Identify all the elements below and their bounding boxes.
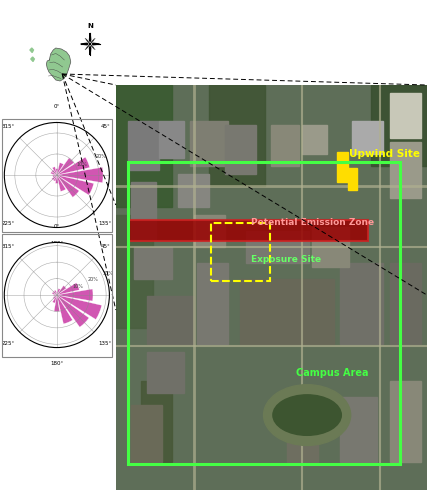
Polygon shape	[46, 48, 71, 81]
Bar	[53, 291, 57, 295]
Bar	[57, 175, 79, 197]
Bar	[287, 413, 318, 462]
Bar	[57, 288, 60, 295]
Bar	[51, 172, 57, 175]
Bar	[390, 380, 420, 462]
Polygon shape	[85, 44, 90, 50]
Bar	[340, 397, 377, 462]
Bar	[57, 286, 66, 295]
Bar	[390, 93, 420, 138]
Bar	[53, 295, 57, 299]
Bar	[57, 289, 93, 301]
Bar	[240, 280, 334, 344]
Bar	[141, 380, 172, 462]
Polygon shape	[90, 44, 91, 55]
Text: Campus Area: Campus Area	[296, 368, 369, 378]
Bar	[57, 283, 79, 295]
Bar	[54, 290, 57, 295]
Bar	[52, 167, 57, 175]
Bar	[246, 231, 309, 263]
Bar	[312, 226, 349, 267]
Bar	[340, 263, 384, 344]
Bar	[196, 263, 228, 344]
Bar	[190, 122, 228, 166]
Bar	[57, 168, 103, 182]
Bar	[209, 85, 265, 186]
Bar	[131, 405, 163, 462]
Bar	[57, 295, 102, 320]
Polygon shape	[30, 48, 33, 52]
Bar	[57, 158, 74, 175]
Polygon shape	[85, 38, 90, 44]
Text: N: N	[87, 23, 93, 29]
Bar	[371, 85, 427, 166]
Bar	[348, 168, 357, 190]
Bar	[352, 122, 384, 154]
Bar	[193, 214, 225, 247]
Bar	[52, 292, 57, 295]
Bar	[54, 295, 57, 296]
Bar	[54, 175, 57, 181]
Ellipse shape	[273, 395, 341, 436]
Bar	[52, 175, 57, 180]
Polygon shape	[90, 33, 91, 44]
Text: Upwind Site: Upwind Site	[349, 149, 420, 159]
Bar	[57, 295, 89, 327]
Bar	[52, 170, 57, 175]
Bar	[271, 126, 299, 166]
Bar	[178, 174, 209, 206]
Bar	[57, 295, 73, 324]
Bar	[147, 352, 184, 393]
Bar	[128, 162, 400, 464]
Bar	[116, 214, 153, 328]
Bar	[57, 175, 66, 192]
Bar	[116, 85, 172, 206]
Bar	[128, 122, 160, 170]
Bar	[52, 295, 57, 303]
Text: Exposure Site: Exposure Site	[251, 254, 321, 264]
Bar	[55, 175, 58, 184]
Text: Potential Emission Zone: Potential Emission Zone	[251, 218, 374, 227]
Bar	[56, 168, 58, 175]
Bar	[53, 175, 57, 177]
Polygon shape	[90, 38, 95, 44]
Bar	[57, 162, 63, 175]
Bar	[54, 294, 57, 296]
Bar	[128, 220, 368, 241]
Bar	[211, 222, 270, 282]
Bar	[135, 247, 172, 280]
Bar	[337, 152, 347, 182]
Bar	[160, 122, 184, 158]
Bar	[147, 296, 193, 344]
Bar	[53, 174, 57, 176]
Bar	[390, 142, 420, 199]
Polygon shape	[31, 57, 34, 62]
Bar	[54, 295, 60, 312]
Bar	[390, 263, 420, 344]
Bar	[56, 292, 57, 295]
Bar	[225, 126, 256, 174]
Ellipse shape	[263, 384, 350, 446]
Polygon shape	[90, 44, 95, 50]
Bar	[57, 157, 90, 175]
Bar	[57, 175, 94, 195]
Bar	[131, 182, 156, 239]
Bar	[302, 126, 327, 154]
